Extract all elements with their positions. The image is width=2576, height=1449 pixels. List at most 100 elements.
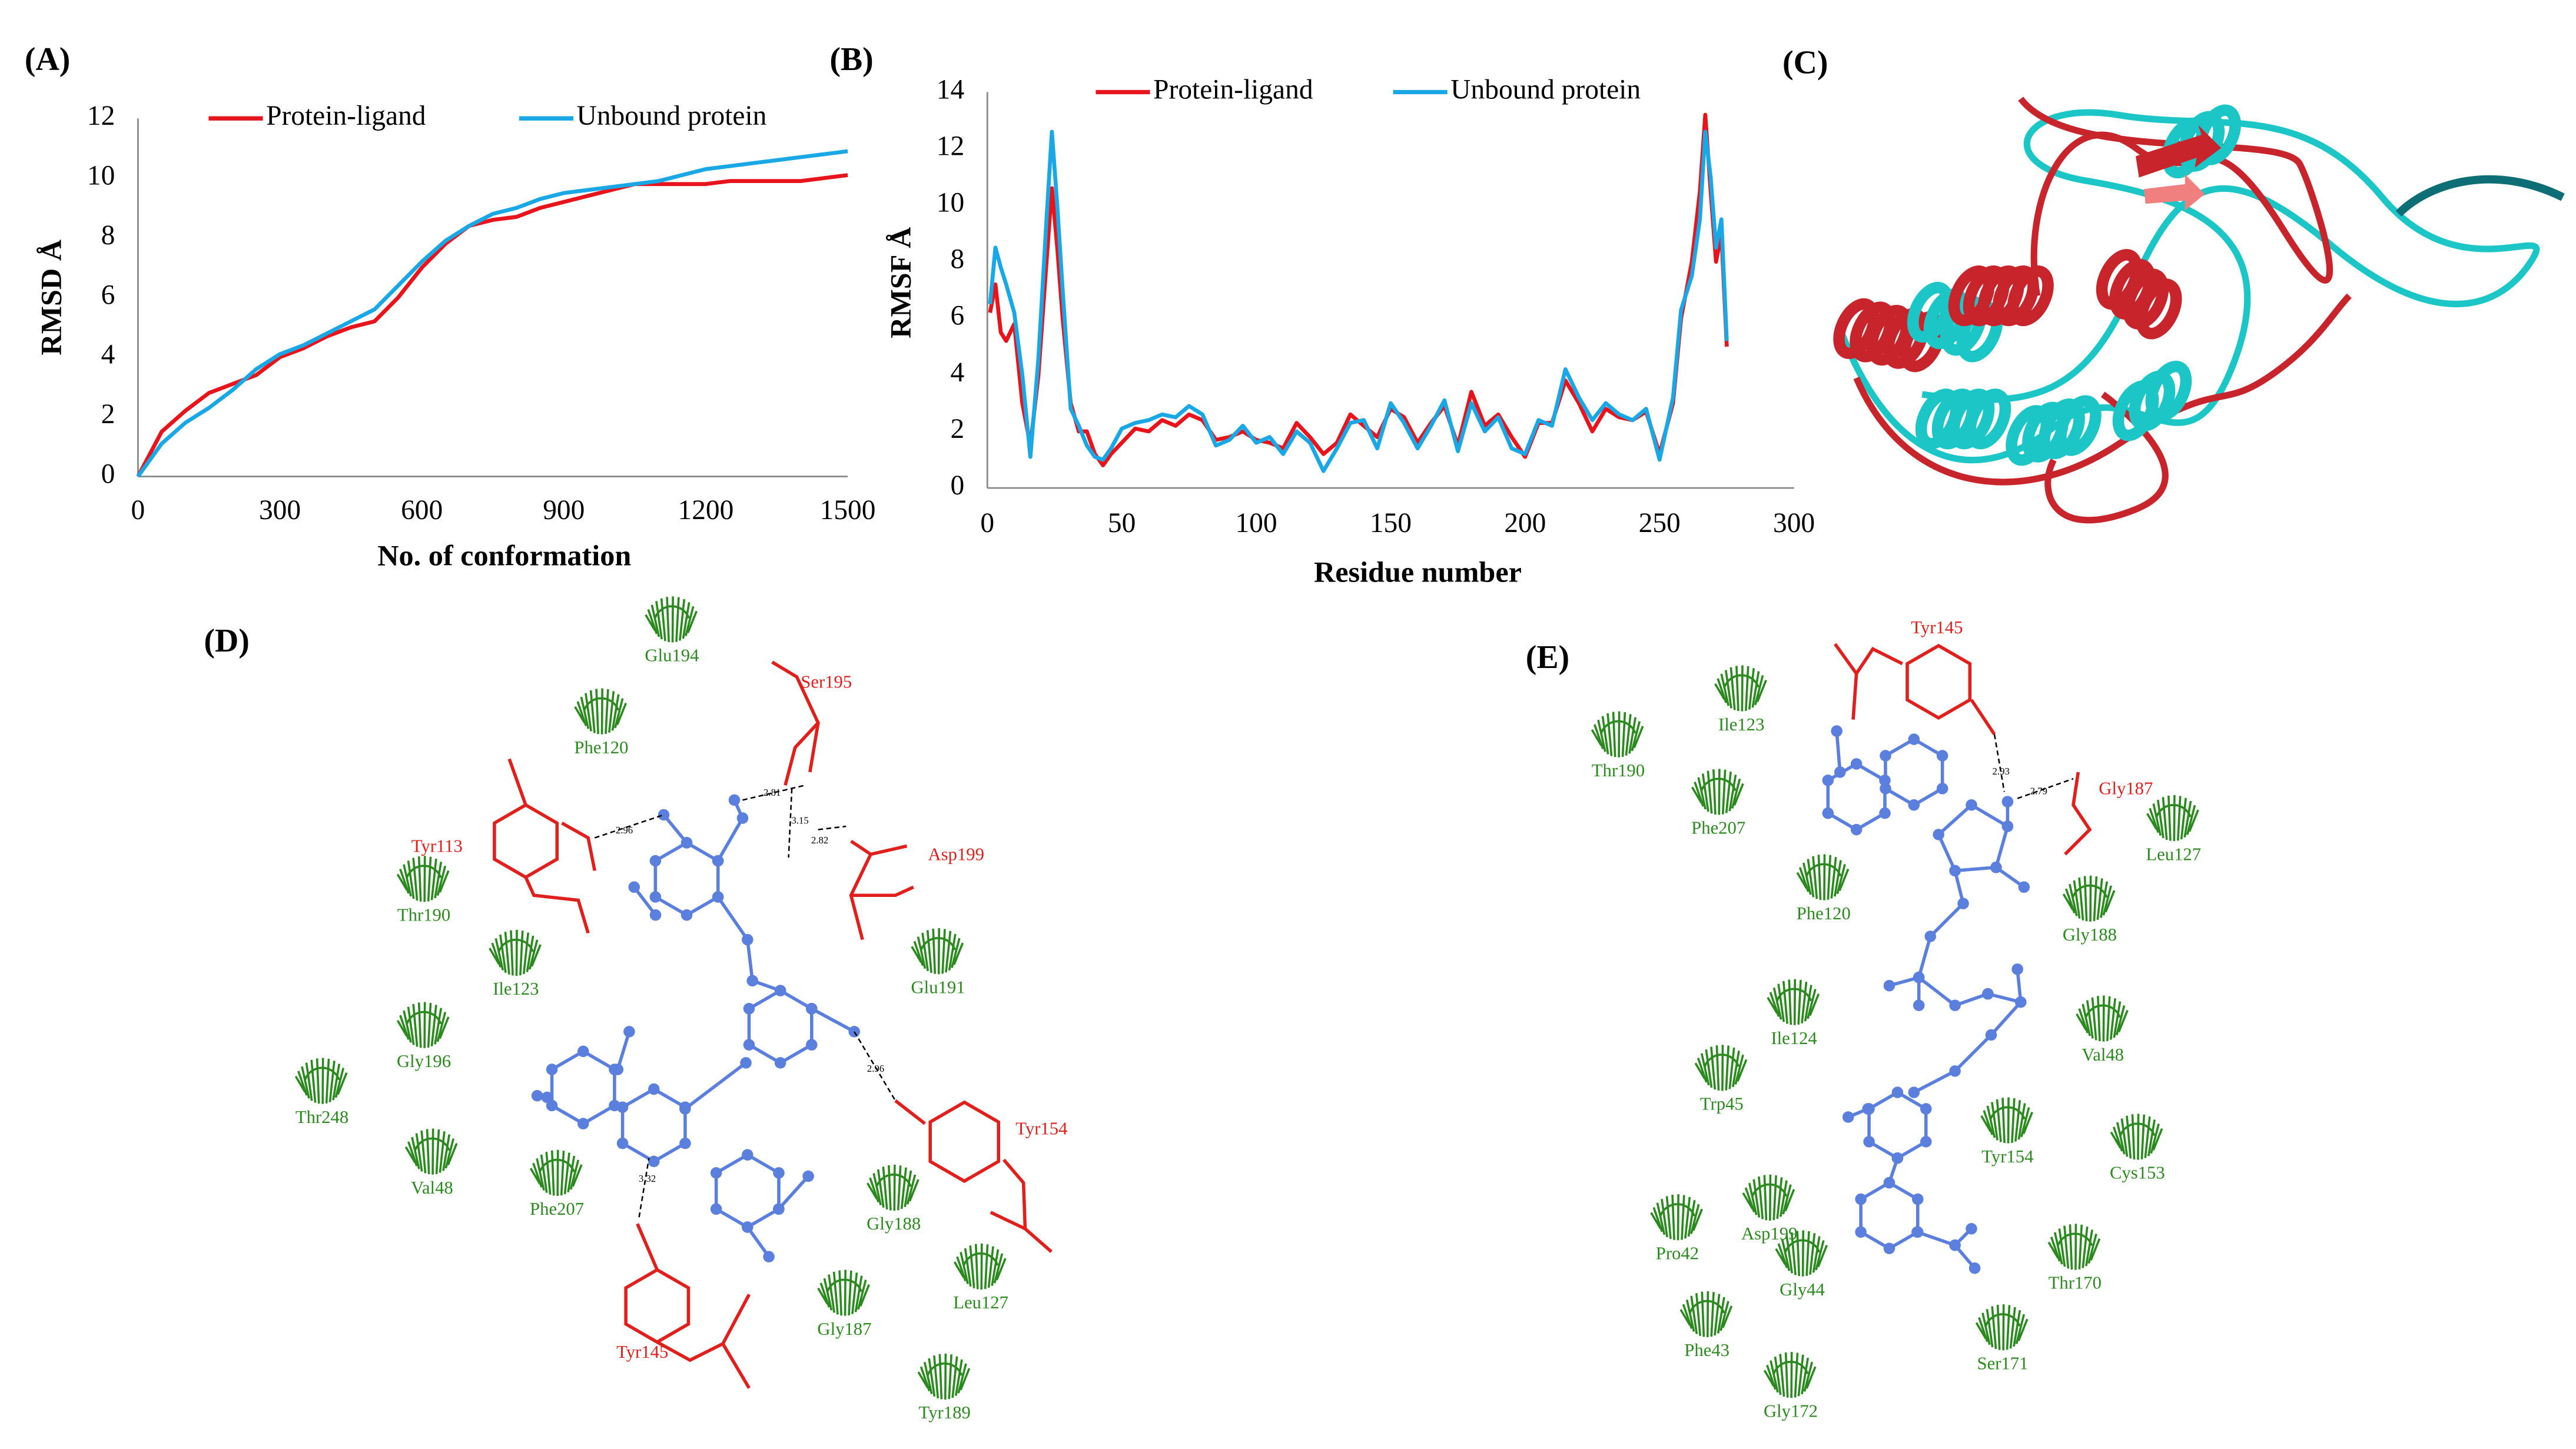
atom — [2014, 996, 2027, 1008]
atom — [1908, 799, 1920, 811]
hydrophobic-residue: Thr190 — [1592, 760, 1645, 780]
atom — [736, 812, 749, 824]
hydrophobic-contact — [2062, 875, 2116, 922]
helix-turn — [1907, 281, 1954, 343]
x-tick-label: 200 — [1504, 508, 1546, 539]
bond-chain — [870, 844, 908, 856]
atom — [710, 1167, 722, 1179]
hydrophobic-residue: Gly44 — [1780, 1279, 1825, 1300]
atom — [712, 855, 724, 867]
atom — [1913, 999, 1925, 1011]
hydrophobic-contact — [917, 1353, 971, 1400]
atom — [2001, 796, 2014, 807]
atom — [2011, 963, 2023, 975]
bond-chain — [1916, 1227, 1973, 1247]
legend-label: Unbound protein — [1450, 74, 1641, 105]
y-tick-label: 4 — [101, 340, 115, 370]
hydrophobic-residue: Leu127 — [2146, 844, 2201, 864]
ring — [493, 803, 559, 879]
atom — [774, 985, 786, 996]
x-axis-title: Residue number — [1314, 556, 1522, 589]
bond-chain — [1970, 699, 1996, 736]
hydrophobic-contact — [489, 929, 542, 976]
panel-label: (E) — [1526, 639, 1569, 676]
x-tick-label: 900 — [543, 495, 585, 526]
helix-turn — [2135, 278, 2182, 340]
x-tick-label: 0 — [131, 495, 145, 526]
atom — [1912, 1193, 1924, 1205]
atom — [740, 1057, 752, 1069]
hydrophobic-residue: Val48 — [411, 1178, 453, 1198]
hydrophobic-residue: Glu191 — [911, 977, 965, 997]
panel-label: (C) — [1782, 45, 1828, 81]
hydrophobic-contact — [911, 928, 964, 975]
ring — [1859, 1181, 1920, 1251]
x-tick-label: 1500 — [820, 495, 876, 526]
helix-turn — [2122, 268, 2169, 330]
hydrophobic-contact — [396, 856, 450, 902]
ring — [747, 988, 814, 1065]
atom — [773, 1167, 785, 1179]
atom — [742, 1149, 753, 1161]
hydrophobic-contact — [396, 1002, 450, 1048]
bond-chain — [1024, 1227, 1053, 1253]
hbond-residue: Tyr113 — [411, 836, 463, 856]
sheet-arrow — [2136, 125, 2222, 178]
hydrophobic-contact — [2076, 995, 2129, 1042]
atom — [1842, 1111, 1854, 1123]
y-tick-label: 8 — [950, 244, 964, 275]
hbond-residue: Gly187 — [2099, 779, 2153, 799]
hydrophobic-contact — [645, 596, 698, 643]
atom — [1949, 1239, 1961, 1251]
hydrophobic-residue: Asp199 — [1741, 1224, 1797, 1244]
atom — [763, 1251, 775, 1262]
atom — [2018, 881, 2030, 893]
bond-chain — [1913, 992, 2024, 1094]
atom — [773, 1203, 785, 1215]
y-axis-title: RMSF Å — [884, 227, 917, 338]
atom — [1933, 829, 1944, 840]
atom — [802, 1170, 814, 1182]
panel-label: (D) — [204, 623, 249, 659]
bond-chain — [1835, 730, 1842, 773]
bond-chain — [990, 1158, 1027, 1232]
atom — [531, 1089, 543, 1102]
x-tick-label: 1200 — [678, 495, 733, 526]
legend-label: Protein-ligand — [266, 101, 426, 131]
bond-chain — [561, 822, 597, 871]
helix-turn — [2007, 265, 2054, 327]
x-tick-label: 50 — [1108, 508, 1136, 539]
ring — [1867, 1090, 1928, 1160]
coil-trace — [2395, 175, 2565, 217]
hbond-distance: 2.93 — [1993, 766, 2010, 777]
legend-label: Unbound protein — [577, 101, 767, 131]
atom — [1891, 1086, 1904, 1098]
bond-chain — [721, 1342, 751, 1389]
y-tick-label: 4 — [950, 357, 964, 388]
hydrophobic-contact — [1763, 1352, 1817, 1398]
atom — [649, 855, 662, 867]
hbond-residue: Ser195 — [801, 672, 852, 692]
hydrophobic-contact — [2146, 795, 2199, 842]
hydrophobic-contact — [2110, 1114, 2163, 1160]
hbond-residue: Tyr154 — [1015, 1118, 1067, 1138]
y-tick-label: 6 — [101, 280, 115, 310]
hydrophobic-contact — [1591, 711, 1644, 757]
hydrophobic-residue: Val48 — [2082, 1045, 2124, 1065]
atom — [1968, 1262, 1981, 1274]
atom — [1985, 1029, 1997, 1041]
atom — [648, 1083, 660, 1095]
atom — [1831, 725, 1843, 737]
atom — [712, 891, 724, 903]
atom — [1883, 1177, 1896, 1189]
atom — [680, 837, 693, 849]
hydrophobic-residue: Cys153 — [2110, 1163, 2165, 1183]
atom — [541, 1091, 553, 1104]
atom — [743, 1039, 755, 1051]
bond-chain — [849, 839, 873, 940]
bond-chain — [662, 813, 688, 844]
atom — [728, 794, 741, 806]
hydrophobic-residue: Glu194 — [645, 646, 699, 666]
atom — [710, 1203, 722, 1215]
ring — [620, 1087, 687, 1164]
